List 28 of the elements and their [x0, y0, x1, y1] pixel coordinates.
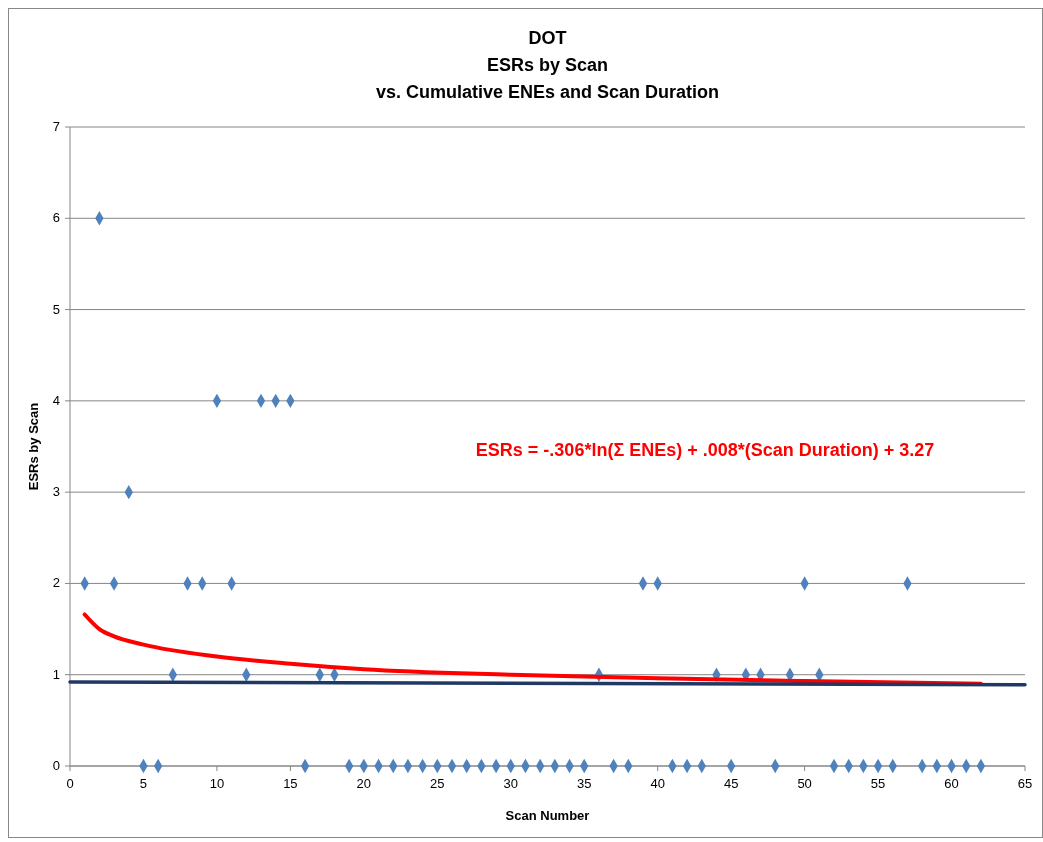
x-tick-label: 45	[723, 776, 739, 791]
y-tick-label: 4	[52, 392, 60, 408]
x-tick-label: 10	[209, 776, 225, 791]
x-tick-label: 5	[139, 776, 148, 791]
y-tick-label: 3	[52, 484, 60, 500]
x-tick-label: 15	[283, 776, 298, 791]
x-tick-label: 40	[650, 776, 665, 791]
x-tick-label: 0	[66, 776, 74, 791]
line-series	[82, 612, 983, 686]
annotation: ESRs = -.306*ln(Σ ENEs) + .008*(Scan Duration) + 3.27	[475, 439, 935, 460]
y-tick-label: 6	[52, 210, 60, 226]
y-tick-label: 2	[52, 575, 60, 591]
x-tick-label: 50	[797, 776, 812, 791]
y-tick-label: 0	[52, 758, 60, 773]
x-tick-label: 60	[944, 776, 959, 791]
y-tick-label: 1	[52, 666, 60, 682]
x-tick-label: 30	[503, 776, 518, 791]
y-tick-label: 7	[52, 119, 60, 134]
x-tick-label: 65	[1017, 776, 1033, 791]
x-tick-label: 25	[430, 776, 445, 791]
y-tick-label: 5	[52, 301, 60, 317]
chart-title: DOT	[528, 28, 567, 48]
x-tick-label: 20	[356, 776, 372, 791]
y-axis-title: ESRs by Scan	[26, 402, 41, 491]
x-axis-title: Scan Number	[505, 808, 590, 823]
x-tick-label: 35	[577, 776, 592, 791]
x-tick-label: 55	[870, 776, 886, 791]
chart-subtitle: ESRs by Scan vs. Cumulative ENEs and Scan Duration	[375, 55, 720, 102]
